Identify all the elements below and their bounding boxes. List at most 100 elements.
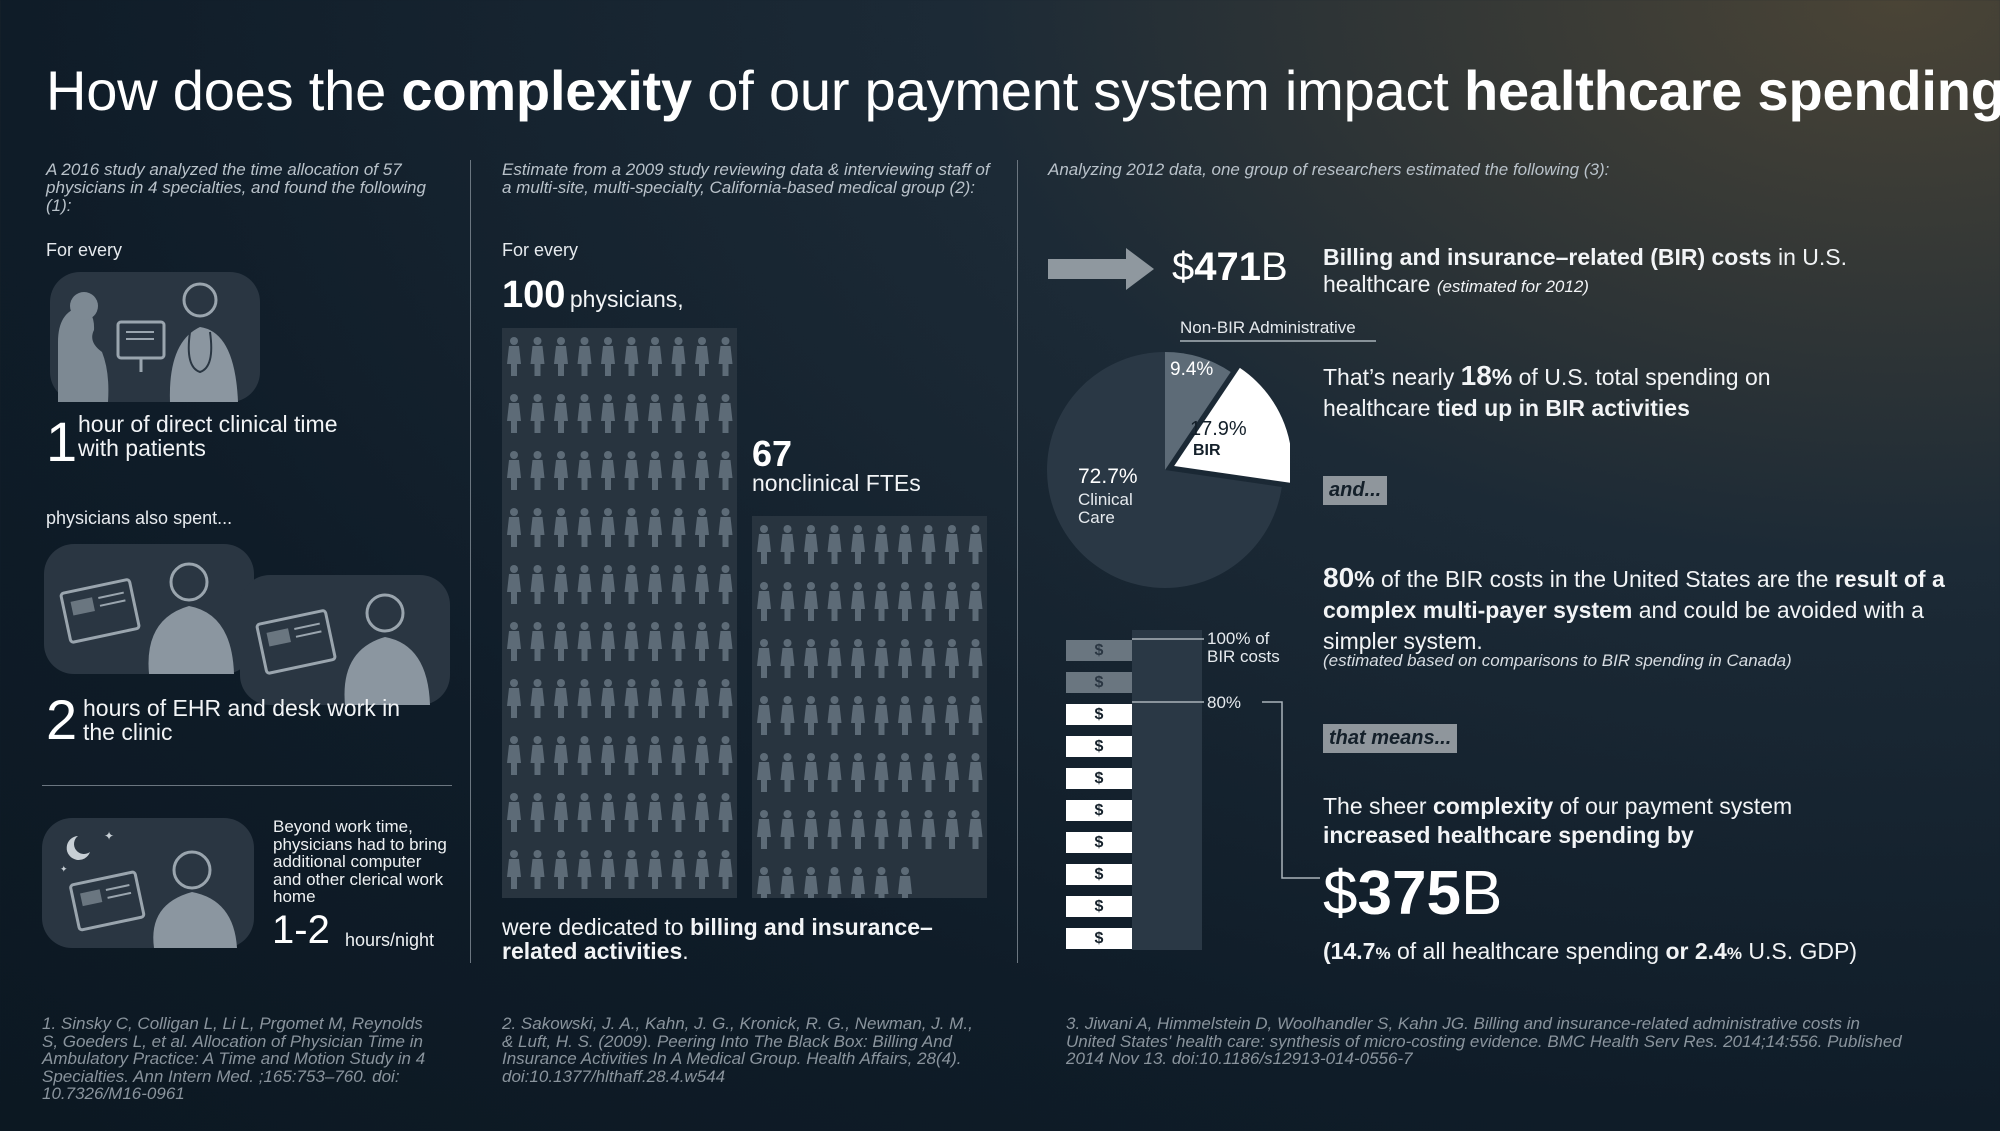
column-divider [470, 160, 471, 963]
person-icon [851, 639, 865, 678]
nearly-text: That’s nearly 18% of U.S. total spending… [1323, 360, 1771, 421]
desk-work-illustration [44, 544, 254, 674]
person-icon [601, 394, 615, 433]
clinical-visit-illustration [50, 272, 260, 402]
person-icon [601, 850, 615, 889]
stat1-text: hour of direct clinical time with patien… [78, 411, 338, 461]
person-icon [554, 622, 568, 661]
person-icon [624, 736, 639, 775]
person-icon [780, 753, 795, 792]
person-icon [874, 810, 889, 849]
person-icon [695, 508, 709, 547]
person-icon [827, 867, 842, 906]
person-icon [945, 696, 959, 735]
person-icon [851, 867, 865, 906]
person-icon [851, 696, 865, 735]
pie-value-label: 17.9% [1190, 418, 1247, 440]
person-icon [968, 525, 983, 564]
person-icon [577, 622, 592, 661]
person-icon [757, 639, 771, 678]
person-icon [718, 394, 733, 433]
dollar-block: $ [1066, 928, 1132, 949]
person-icon [507, 565, 521, 604]
person-icon [851, 525, 865, 564]
increase-amount: $375B [1323, 859, 1503, 928]
stat2-text: hours of EHR and desk work in the clinic [83, 695, 401, 745]
person-icon [945, 639, 959, 678]
person-icon [577, 565, 592, 604]
person-icon [780, 810, 795, 849]
person-icon [718, 451, 733, 490]
person-icon [577, 850, 592, 889]
person-icon [601, 508, 615, 547]
person-icon [757, 582, 771, 621]
person-icon [648, 394, 662, 433]
person-icon [898, 810, 912, 849]
physician-grid [502, 328, 737, 898]
physicians-number: 100 [502, 274, 566, 316]
person-icon [945, 753, 959, 792]
stack-label-100: 100% of BIR costs [1207, 629, 1280, 666]
computer-work-icon [59, 562, 234, 674]
person-icon [718, 736, 733, 775]
person-icon [874, 525, 889, 564]
person-icon [780, 639, 795, 678]
physicians-heading: 100 physicians, [502, 274, 684, 317]
person-icon [554, 736, 568, 775]
person-icon [851, 810, 865, 849]
person-icon [624, 679, 639, 718]
dedicated-text: were dedicated to billing and insurance–… [502, 914, 933, 964]
person-icon [648, 337, 662, 376]
person-icon [554, 394, 568, 433]
person-icon [874, 753, 889, 792]
person-icon [757, 867, 771, 906]
person-icon [671, 508, 686, 547]
moon-icon [66, 836, 90, 860]
share-text: (14.7% of all healthcare spending or 2.4… [1323, 938, 1857, 964]
person-icon [804, 867, 818, 906]
person-icon [648, 736, 662, 775]
person-icon [601, 565, 615, 604]
person-icon [671, 337, 686, 376]
person-icon [898, 867, 912, 906]
person-icon [851, 582, 865, 621]
stack-leader-lines [1132, 638, 1320, 879]
person-icon [530, 622, 545, 661]
person-icon [804, 810, 818, 849]
person-icon [780, 525, 795, 564]
pie-category-label: Clinical [1078, 490, 1133, 509]
bir-stack-background [1132, 630, 1202, 950]
person-icon [648, 622, 662, 661]
person-icon [827, 696, 842, 735]
person-icon [921, 696, 936, 735]
dollar-block: $ [1066, 640, 1132, 661]
person-icon [507, 850, 521, 889]
person-icon [968, 582, 983, 621]
person-icon [874, 582, 889, 621]
person-icon [757, 810, 771, 849]
eighty-note: (estimated based on comparisons to BIR s… [1323, 651, 1792, 670]
dollar-block: $ [1066, 736, 1132, 757]
person-icon [624, 850, 639, 889]
person-icon [827, 753, 842, 792]
person-icon [804, 525, 818, 564]
person-icon [530, 736, 545, 775]
person-icon [968, 753, 983, 792]
pie-category-label: Care [1078, 508, 1115, 527]
person-icon [671, 451, 686, 490]
bir-amount: $471B [1172, 245, 1288, 289]
person-icon [530, 394, 545, 433]
person-icon [921, 810, 936, 849]
person-icon [507, 451, 521, 490]
col2-intro: Estimate from a 2009 study reviewing dat… [502, 160, 990, 197]
person-icon [898, 639, 912, 678]
person-icon [827, 525, 842, 564]
col1-for-every: For every [46, 240, 123, 260]
person-icon [757, 525, 771, 564]
pie-slice-bir [1174, 367, 1290, 483]
person-icon [827, 639, 842, 678]
person-icon [695, 337, 709, 376]
pie-category-label: BIR [1193, 442, 1221, 459]
person-icon [601, 622, 615, 661]
stack-label-80: 80% [1207, 693, 1242, 712]
